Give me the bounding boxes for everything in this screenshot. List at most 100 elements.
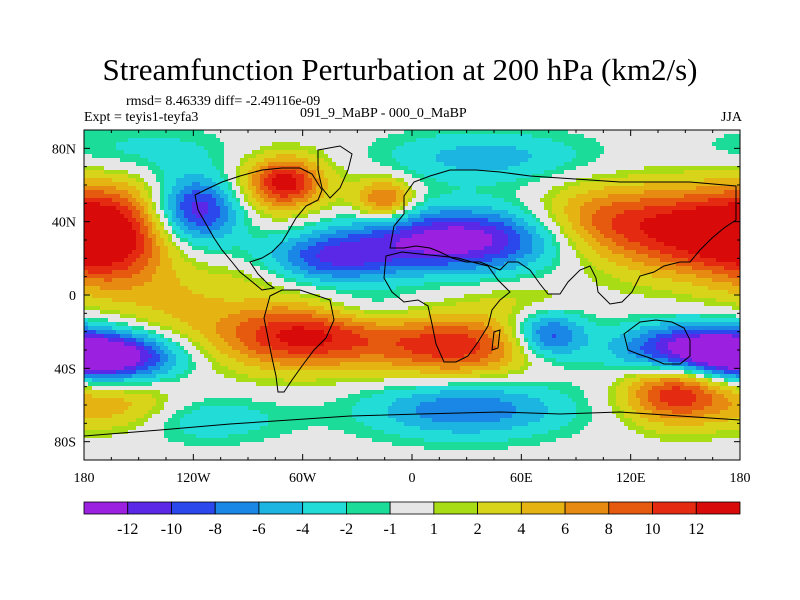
colorbar-label: 1: [430, 521, 438, 538]
field-cell: [500, 322, 509, 327]
field-cell: [308, 270, 397, 275]
colorbar-label: 12: [688, 521, 704, 538]
field-cell: [184, 214, 197, 219]
field-cell: [176, 358, 189, 363]
field-cell: [360, 206, 373, 211]
field-cell: [328, 154, 369, 159]
field-cell: [304, 226, 329, 231]
field-cell: [164, 194, 169, 199]
field-cell: [704, 262, 737, 267]
field-cell: [596, 266, 629, 271]
field-cell: [136, 342, 145, 347]
x-tick-label: 60W: [289, 471, 317, 486]
field-cell: [412, 234, 493, 239]
field-cell: [84, 294, 93, 299]
field-cell: [328, 318, 353, 323]
field-cell: [84, 290, 193, 295]
field-cell: [432, 222, 481, 227]
field-cell: [488, 354, 505, 359]
field-cell: [260, 214, 273, 219]
field-cell: [352, 406, 389, 411]
field-cell: [148, 190, 153, 195]
field-cell: [128, 170, 153, 175]
field-cell: [520, 234, 533, 239]
field-cell: [372, 142, 405, 147]
field-cell: [560, 390, 585, 395]
field-cell: [372, 426, 421, 431]
field-cell: [672, 410, 693, 415]
field-cell: [312, 230, 337, 235]
field-cell: [308, 214, 337, 219]
field-cell: [300, 250, 321, 255]
field-cell: [696, 398, 713, 403]
field-cell: [424, 230, 485, 235]
field-cell: [116, 206, 129, 211]
field-cell: [84, 134, 217, 139]
field-cell: [284, 274, 305, 279]
field-cell: [280, 434, 357, 439]
field-cell: [192, 290, 281, 295]
field-cell: [152, 218, 161, 223]
field-cell: [140, 226, 149, 231]
field-cell: [328, 238, 361, 243]
field-cell: [608, 246, 625, 251]
field-cell: [244, 210, 249, 215]
field-cell: [600, 242, 617, 247]
colorbar-label: -6: [252, 521, 265, 538]
field-cell: [136, 258, 149, 263]
field-cell: [228, 210, 237, 215]
field-cell: [372, 206, 393, 211]
field-cell: [344, 306, 361, 311]
field-cell: [520, 350, 525, 355]
field-cell: [176, 354, 189, 359]
field-cell: [92, 154, 141, 159]
field-cell: [160, 222, 165, 227]
field-cell: [636, 394, 649, 399]
field-cell: [732, 282, 740, 287]
field-cell: [288, 342, 325, 347]
field-cell: [268, 322, 325, 327]
field-cell: [532, 238, 545, 243]
field-cell: [488, 218, 513, 223]
field-cell: [84, 142, 117, 147]
colorbar-swatch: [389, 501, 435, 515]
field-cell: [308, 166, 321, 171]
colorbar-swatch: [564, 501, 610, 515]
field-cell: [208, 150, 225, 155]
field-cell: [308, 198, 321, 203]
field-cell: [656, 406, 705, 411]
field-cell: [476, 186, 521, 191]
field-cell: [492, 290, 549, 295]
field-cell: [712, 378, 725, 383]
field-cell: [180, 190, 193, 195]
field-cell: [192, 410, 261, 415]
field-cell: [604, 146, 717, 151]
field-cell: [188, 358, 193, 363]
field-cell: [536, 226, 545, 231]
field-cell: [84, 166, 105, 171]
field-cell: [304, 162, 317, 167]
field-cell: [236, 334, 257, 339]
field-cell: [620, 278, 673, 283]
field-cell: [192, 246, 209, 251]
field-cell: [160, 202, 165, 207]
field-cell: [632, 406, 645, 411]
field-cell: [156, 362, 165, 367]
field-cell: [144, 250, 153, 255]
field-cell: [368, 210, 393, 215]
field-cell: [84, 242, 137, 247]
field-cell: [316, 286, 337, 291]
field-cell: [608, 342, 629, 347]
field-cell: [400, 206, 405, 211]
field-cell: [128, 254, 141, 259]
field-cell: [340, 326, 365, 331]
field-cell: [536, 342, 545, 347]
field-cell: [612, 274, 653, 279]
field-cell: [84, 330, 97, 335]
field-cell: [244, 186, 249, 191]
field-cell: [84, 322, 89, 327]
field-cell: [140, 354, 153, 359]
field-cell: [272, 354, 361, 359]
field-cell: [292, 270, 309, 275]
field-cell: [552, 238, 557, 243]
